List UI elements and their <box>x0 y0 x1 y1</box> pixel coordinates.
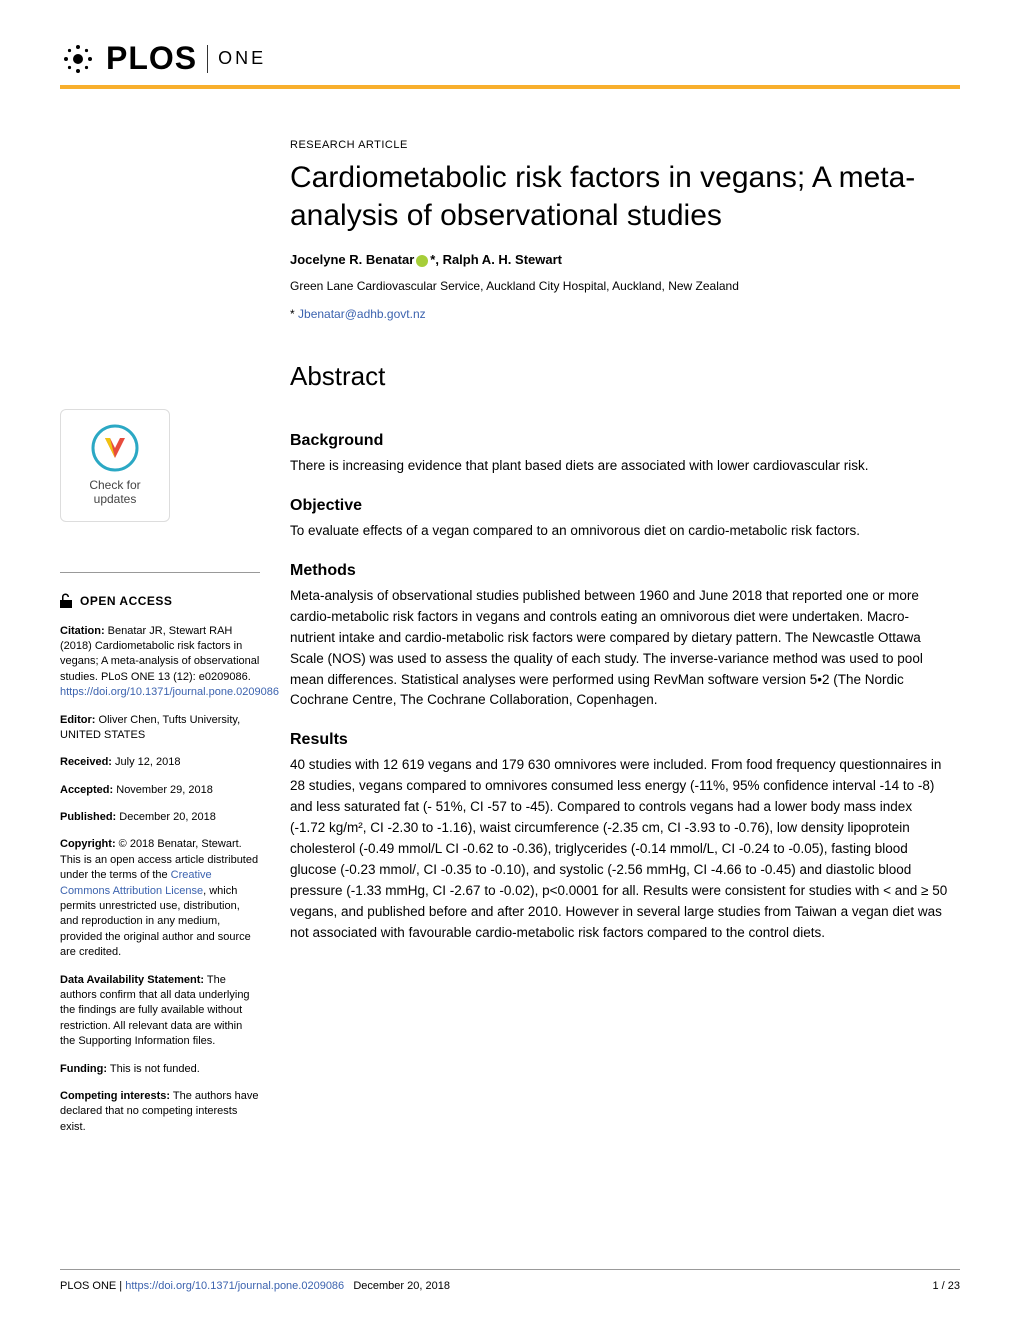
page-footer: PLOS ONE | https://doi.org/10.1371/journ… <box>60 1269 960 1292</box>
footer-page: 1 / 23 <box>932 1280 960 1292</box>
copyright-block: Copyright: © 2018 Benatar, Stewart. This… <box>60 837 260 960</box>
open-access-row: OPEN ACCESS <box>60 593 260 610</box>
published-text: December 20, 2018 <box>116 811 216 823</box>
sidebar-divider <box>60 572 260 573</box>
methods-body: Meta-analysis of observational studies p… <box>290 586 950 712</box>
competing-block: Competing interests: The authors have de… <box>60 1089 260 1135</box>
plos-text: PLOS <box>106 40 197 77</box>
lock-open-icon <box>60 593 74 609</box>
affiliation: Green Lane Cardiovascular Service, Auckl… <box>290 279 950 293</box>
objective-body: To evaluate effects of a vegan compared … <box>290 521 950 542</box>
received-block: Received: July 12, 2018 <box>60 755 260 770</box>
corresponding: * Jbenatar@adhb.govt.nz <box>290 307 950 321</box>
funding-label: Funding: <box>60 1063 107 1075</box>
results-body: 40 studies with 12 619 vegans and 179 63… <box>290 755 950 943</box>
published-label: Published: <box>60 811 116 823</box>
check-updates-label: Check for updates <box>79 478 151 507</box>
footer-left: PLOS ONE | https://doi.org/10.1371/journ… <box>60 1280 450 1292</box>
background-body: There is increasing evidence that plant … <box>290 456 950 477</box>
plos-dots-icon <box>60 41 96 77</box>
funding-block: Funding: This is not funded. <box>60 1062 260 1077</box>
accepted-text: November 29, 2018 <box>113 784 213 796</box>
abstract-heading: Abstract <box>290 361 950 392</box>
copyright-label: Copyright: <box>60 838 116 850</box>
author-1: Jocelyne R. Benatar <box>290 252 414 267</box>
received-label: Received: <box>60 756 112 768</box>
plos-logo: PLOS ONE <box>60 40 266 77</box>
funding-text: This is not funded. <box>107 1063 200 1075</box>
open-access-label: OPEN ACCESS <box>80 593 172 610</box>
crossmark-icon <box>91 424 139 472</box>
citation-block: Citation: Benatar JR, Stewart RAH (2018)… <box>60 624 260 701</box>
author-suffix: *, Ralph A. H. Stewart <box>430 252 562 267</box>
article-title: Cardiometabolic risk factors in vegans; … <box>290 159 950 234</box>
orcid-icon[interactable] <box>416 255 428 267</box>
editor-label: Editor: <box>60 714 95 726</box>
received-text: July 12, 2018 <box>112 756 181 768</box>
data-availability-block: Data Availability Statement: The authors… <box>60 973 260 1050</box>
corresp-email-link[interactable]: Jbenatar@adhb.govt.nz <box>298 307 426 321</box>
journal-header: PLOS ONE <box>60 40 960 89</box>
footer-doi-link[interactable]: https://doi.org/10.1371/journal.pone.020… <box>125 1280 344 1292</box>
footer-journal: PLOS ONE | <box>60 1280 125 1292</box>
data-label: Data Availability Statement: <box>60 974 204 986</box>
check-updates-badge[interactable]: Check for updates <box>60 409 170 522</box>
sidebar: Check for updates OPEN ACCESS Citation: … <box>60 139 260 1147</box>
competing-label: Competing interests: <box>60 1090 170 1102</box>
accepted-block: Accepted: November 29, 2018 <box>60 783 260 798</box>
background-heading: Background <box>290 432 950 450</box>
logo-divider <box>207 45 208 73</box>
citation-doi-link[interactable]: https://doi.org/10.1371/journal.pone.020… <box>60 686 279 698</box>
article-type: RESEARCH ARTICLE <box>290 139 950 151</box>
editor-block: Editor: Oliver Chen, Tufts University, U… <box>60 713 260 744</box>
methods-heading: Methods <box>290 562 950 580</box>
accepted-label: Accepted: <box>60 784 113 796</box>
published-block: Published: December 20, 2018 <box>60 810 260 825</box>
results-heading: Results <box>290 731 950 749</box>
one-text: ONE <box>218 48 266 69</box>
objective-heading: Objective <box>290 497 950 515</box>
main-content: RESEARCH ARTICLE Cardiometabolic risk fa… <box>290 139 960 1147</box>
authors: Jocelyne R. Benatar *, Ralph A. H. Stewar… <box>290 252 950 267</box>
citation-label: Citation: <box>60 625 105 637</box>
corresp-star: * <box>290 307 298 321</box>
footer-date: December 20, 2018 <box>353 1280 450 1292</box>
